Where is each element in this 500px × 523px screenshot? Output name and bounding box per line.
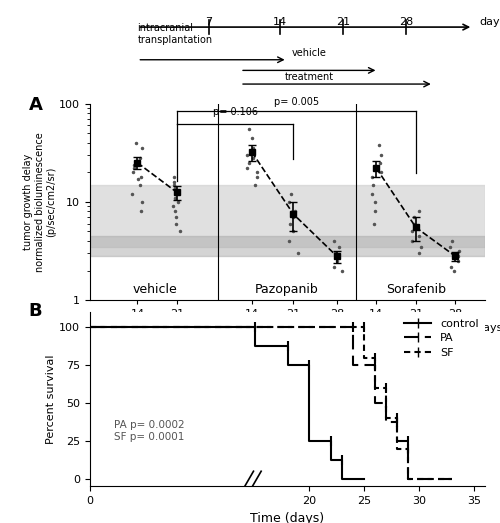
Legend: control, PA, SF: control, PA, SF (399, 314, 483, 362)
Text: 7: 7 (205, 17, 212, 27)
Text: 21: 21 (336, 17, 350, 27)
Y-axis label: tumor growth delay
normalized bioluminescence
(p/sec/cm2/sr): tumor growth delay normalized biolumines… (24, 132, 56, 272)
Text: p= 0.005: p= 0.005 (274, 97, 319, 107)
Text: p= 0.106: p= 0.106 (212, 107, 258, 117)
Y-axis label: Percent survival: Percent survival (46, 355, 56, 444)
Bar (90, 185, 485, 247)
Text: 28: 28 (399, 17, 413, 27)
Text: Sorafenib: Sorafenib (386, 283, 446, 296)
Text: vehicle: vehicle (292, 48, 326, 58)
Bar (90, 236, 485, 256)
Text: days: days (476, 323, 500, 333)
Text: Pazopanib: Pazopanib (255, 283, 319, 296)
Text: 14: 14 (272, 17, 286, 27)
Text: B: B (29, 302, 42, 320)
Text: PA p= 0.0002
SF p= 0.0001: PA p= 0.0002 SF p= 0.0001 (114, 420, 184, 442)
Text: days: days (479, 17, 500, 27)
Text: A: A (29, 96, 42, 113)
Text: intracranial
transplantation: intracranial transplantation (138, 23, 212, 44)
X-axis label: Time (days): Time (days) (250, 511, 324, 523)
Text: treatment: treatment (284, 72, 334, 82)
Text: vehicle: vehicle (133, 283, 178, 296)
